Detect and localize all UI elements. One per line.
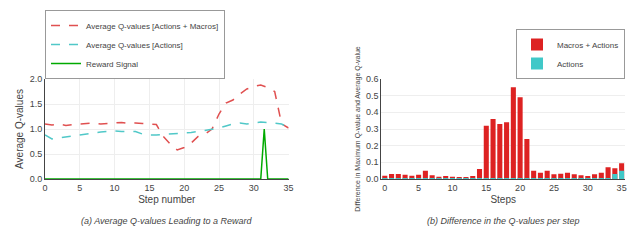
svg-text:10: 10	[447, 183, 457, 193]
svg-text:10: 10	[110, 183, 120, 193]
svg-text:Average Q-values [Actions + Ma: Average Q-values [Actions + Macros]	[86, 22, 218, 31]
svg-text:Average Q-values: Average Q-values	[14, 89, 25, 169]
svg-text:1.0: 1.0	[30, 124, 43, 134]
svg-text:0.0: 0.0	[30, 174, 43, 184]
svg-text:Difference in Maximum Q-value: Difference in Maximum Q-value and Averag…	[354, 46, 362, 212]
svg-text:(a) Average Q-values Leading t: (a) Average Q-values Leading to a Reward	[81, 216, 253, 226]
svg-text:35: 35	[284, 183, 294, 193]
svg-text:0.3: 0.3	[366, 124, 379, 134]
svg-text:5: 5	[416, 183, 421, 193]
svg-text:Steps: Steps	[490, 194, 516, 205]
svg-text:(b) Difference in the Q-values: (b) Difference in the Q-values per step	[427, 216, 580, 226]
svg-text:Step number: Step number	[138, 194, 196, 205]
svg-text:35: 35	[617, 183, 627, 193]
svg-text:20: 20	[515, 183, 525, 193]
svg-text:20: 20	[179, 183, 189, 193]
svg-text:5: 5	[77, 183, 82, 193]
svg-text:0: 0	[42, 183, 47, 193]
svg-text:Macros + Actions: Macros + Actions	[557, 41, 618, 50]
svg-text:15: 15	[144, 183, 154, 193]
svg-text:30: 30	[249, 183, 259, 193]
svg-text:Actions: Actions	[557, 60, 583, 69]
svg-text:25: 25	[214, 183, 224, 193]
svg-text:0.5: 0.5	[366, 91, 379, 101]
svg-text:0.5: 0.5	[30, 149, 43, 159]
svg-text:2.0: 2.0	[30, 74, 43, 84]
svg-text:0.6: 0.6	[366, 74, 379, 84]
svg-text:0.0: 0.0	[366, 174, 379, 184]
svg-text:25: 25	[549, 183, 559, 193]
svg-text:30: 30	[583, 183, 593, 193]
svg-text:0.4: 0.4	[366, 107, 379, 117]
svg-text:Reward Signal: Reward Signal	[86, 60, 138, 69]
svg-text:0.2: 0.2	[366, 141, 379, 151]
svg-text:1.5: 1.5	[30, 99, 43, 109]
svg-text:Average Q-values [Actions]: Average Q-values [Actions]	[86, 41, 183, 50]
svg-text:0: 0	[382, 183, 387, 193]
svg-text:15: 15	[481, 183, 491, 193]
svg-text:0.1: 0.1	[366, 157, 379, 167]
